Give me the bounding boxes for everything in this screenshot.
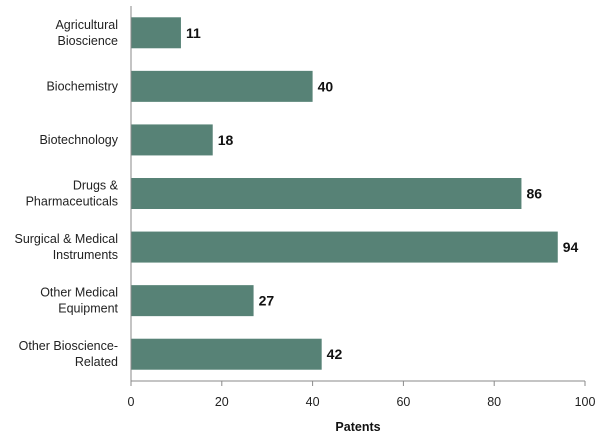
bar (131, 17, 181, 49)
category-label: Other Medical Equipment (40, 286, 118, 316)
bar (131, 178, 522, 209)
category-labels: Agricultural Bioscience Biochemistry Biotec… (14, 18, 118, 369)
value-label: 27 (259, 293, 275, 309)
x-axis-title: Patents (335, 420, 380, 434)
x-tick-label: 80 (487, 395, 501, 409)
category-label: Biochemistry (46, 79, 118, 93)
value-label: 11 (186, 25, 201, 41)
category-label: Biotechnology (39, 133, 118, 147)
x-tick-label: 40 (306, 395, 320, 409)
x-tick-label: 60 (396, 395, 410, 409)
category-label: Surgical & Medical Instruments (14, 232, 118, 262)
bar (131, 124, 213, 156)
value-labels: 11 40 18 86 94 27 42 (186, 25, 579, 362)
x-axis-ticks: 0 20 40 60 80 100 (128, 381, 596, 409)
x-tick-label: 100 (575, 395, 596, 409)
bar (131, 231, 558, 263)
value-label: 86 (526, 186, 542, 202)
bar (131, 70, 313, 102)
bars (131, 17, 558, 370)
category-label: Drugs & Pharmaceuticals (26, 179, 119, 209)
bar (131, 285, 254, 317)
value-label: 40 (318, 78, 334, 94)
bar (131, 338, 322, 370)
value-label: 94 (563, 239, 579, 255)
value-label: 42 (327, 346, 343, 362)
x-tick-label: 0 (128, 395, 135, 409)
value-label: 18 (218, 132, 234, 148)
category-label: Agricultural Bioscience (55, 18, 118, 48)
x-tick-label: 20 (215, 395, 229, 409)
category-label: Other Bioscience-Related (19, 339, 118, 369)
